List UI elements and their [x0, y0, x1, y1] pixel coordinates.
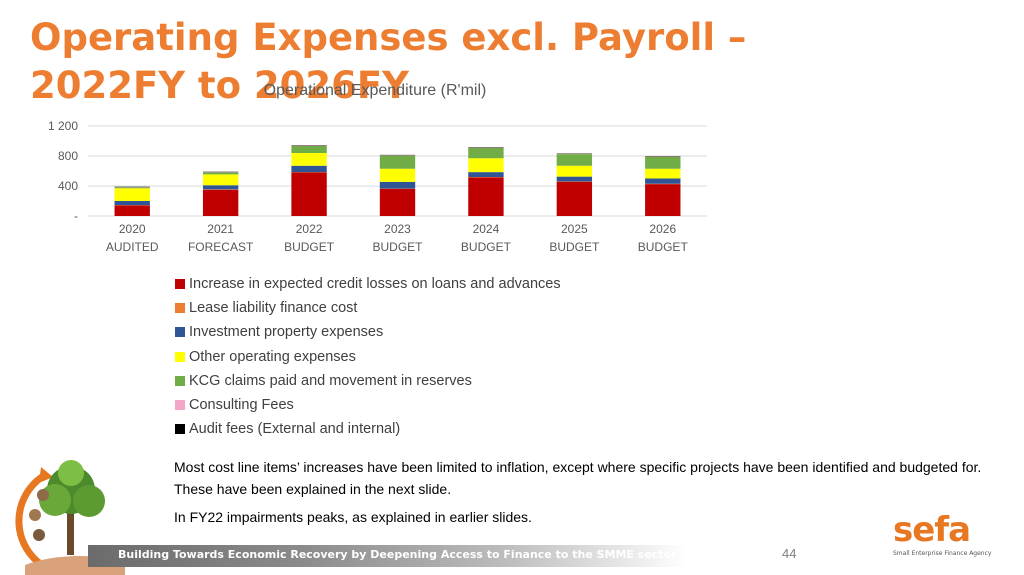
x-tick-label-year: 2022 — [296, 222, 323, 236]
bar-segment — [379, 168, 416, 182]
bar-segment — [556, 176, 593, 182]
legend-item: Audit fees (External and internal) — [175, 417, 561, 441]
sefa-logo: sefa Small Enterprise Finance Agency — [893, 512, 1003, 568]
bar-segment — [645, 184, 681, 216]
legend-swatch — [175, 327, 185, 338]
y-tick-label: 1 200 — [48, 119, 78, 133]
bar-segment — [114, 201, 150, 206]
y-tick-label: - — [74, 209, 78, 223]
legend-swatch — [175, 303, 185, 314]
bar-segment — [202, 189, 239, 216]
bar-segment — [468, 147, 504, 159]
tree-logo-graphic — [15, 460, 125, 575]
legend-label: Consulting Fees — [189, 397, 294, 414]
note-impairments: In FY22 impairments peaks, as explained … — [174, 509, 532, 525]
logo-tagline: Small Enterprise Finance Agency — [893, 550, 992, 557]
bar-segment — [114, 188, 150, 201]
legend-item: Lease liability finance cost — [175, 296, 561, 320]
y-tick-label: 800 — [58, 149, 78, 163]
page-number: 44 — [782, 546, 797, 561]
x-tick-label-status: BUDGET — [372, 240, 423, 254]
x-tick-label-status: FORECAST — [188, 240, 254, 254]
legend-swatch — [175, 351, 185, 362]
legend-item: Increase in expected credit losses on lo… — [175, 272, 561, 296]
legend-label: Audit fees (External and internal) — [189, 421, 401, 438]
x-tick-label-year: 2025 — [561, 222, 588, 236]
legend-item: Consulting Fees — [175, 393, 561, 417]
bar-segment — [114, 187, 150, 189]
bar-segment — [379, 155, 416, 169]
bar-segment — [379, 189, 416, 216]
bar-segment — [556, 165, 593, 177]
slide-title: Operating Expenses excl. Payroll – 2022F… — [30, 16, 747, 107]
legend-label: KCG claims paid and movement in reserves — [189, 372, 472, 389]
bar-segment — [202, 172, 239, 175]
chart-title: Operational Expenditure (R'mil) — [263, 82, 487, 99]
y-tick-label: 400 — [58, 179, 78, 193]
x-tick-label-status: BUDGET — [284, 240, 335, 254]
x-tick-label-year: 2021 — [207, 222, 234, 236]
x-tick-label-year: 2020 — [119, 222, 146, 236]
legend-swatch — [175, 400, 185, 411]
legend-label: Investment property expenses — [189, 324, 384, 341]
legend-swatch — [175, 279, 185, 290]
footer-banner-text: Building Towards Economic Recovery by De… — [118, 548, 677, 561]
bar-segment — [379, 181, 416, 189]
note-inflation: Most cost line items’ increases have bee… — [174, 459, 982, 497]
legend-item: Investment property expenses — [175, 320, 561, 344]
bar-segment — [202, 174, 239, 186]
legend-label: Lease liability finance cost — [189, 300, 358, 317]
bar-segment — [202, 185, 239, 190]
bar-segment — [556, 154, 593, 166]
legend-label: Other operating expenses — [189, 348, 356, 365]
x-tick-label-status: BUDGET — [461, 240, 512, 254]
legend-item: KCG claims paid and movement in reserves — [175, 369, 561, 393]
legend-label: Increase in expected credit losses on lo… — [189, 276, 561, 293]
bar-segment — [645, 156, 681, 169]
footer-banner — [88, 545, 688, 567]
bar-segment — [468, 158, 504, 173]
bar-segment — [468, 177, 504, 216]
legend-swatch — [175, 375, 185, 386]
bar-segment — [468, 172, 504, 177]
legend-swatch — [175, 424, 185, 435]
x-tick-label-year: 2024 — [473, 222, 500, 236]
bar-segment — [645, 168, 681, 179]
bar-segment — [291, 165, 327, 173]
logo-wordmark: sefa — [893, 510, 971, 550]
x-tick-label-status: AUDITED — [106, 240, 159, 254]
x-tick-label-status: BUDGET — [549, 240, 600, 254]
bar-segment — [645, 178, 681, 184]
bar-segment — [291, 153, 327, 166]
legend-item: Other operating expenses — [175, 345, 561, 369]
bar-segment — [556, 181, 593, 216]
x-tick-label-status: BUDGET — [638, 240, 689, 254]
bar-segment — [291, 145, 327, 153]
chart-legend: Increase in expected credit losses on lo… — [175, 272, 561, 441]
x-tick-label-year: 2026 — [649, 222, 676, 236]
stacked-bar-chart: - 400 800 1 200 2020 AUDITED 2021 FORECAST 2022 B… — [48, 119, 707, 254]
bar-segment — [114, 205, 150, 216]
x-tick-label-year: 2023 — [384, 222, 411, 236]
bar-segment — [291, 172, 327, 216]
